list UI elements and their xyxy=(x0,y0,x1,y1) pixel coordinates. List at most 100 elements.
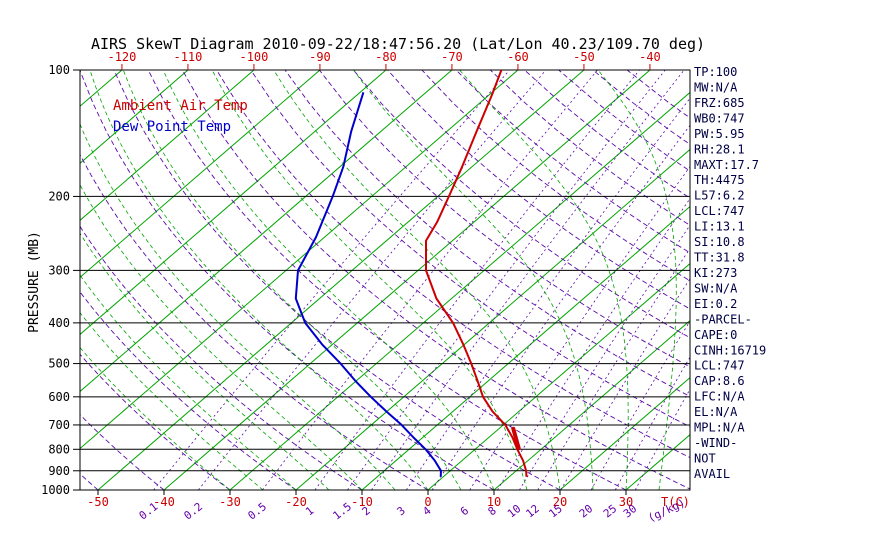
top-temp-label: -40 xyxy=(639,50,661,64)
isotherm-line xyxy=(625,434,690,490)
mixing-ratio-label: 12 xyxy=(523,502,541,520)
moist-adiabat-line xyxy=(80,312,264,490)
dry-adiabat-line xyxy=(284,70,690,397)
mixing-ratio-line xyxy=(590,320,690,490)
mixing-ratio-line xyxy=(560,278,690,490)
bottom-temp-label: -50 xyxy=(87,495,109,509)
dry-adiabat-line xyxy=(387,70,690,310)
mixing-ratio-line xyxy=(371,70,685,490)
mixing-ratio-line xyxy=(469,166,690,490)
stats-line: MAXT:17.7 xyxy=(694,158,759,172)
mixing-ratio-label: 30 xyxy=(621,502,639,520)
mixing-ratio-line xyxy=(519,224,690,490)
mixing-ratio-label: 20 xyxy=(577,502,595,520)
dry-adiabat-line xyxy=(80,353,231,490)
mixing-ratio-label: 25 xyxy=(601,502,619,520)
stats-line: TP:100 xyxy=(694,65,737,79)
mixing-ratio-line xyxy=(431,124,690,490)
isotherm-line xyxy=(80,70,321,279)
stats-line: L57:6.2 xyxy=(694,189,745,203)
top-temp-label: -110 xyxy=(173,50,202,64)
bottom-temp-label: -20 xyxy=(285,495,307,509)
stats-line: LCL:747 xyxy=(694,359,745,373)
dry-adiabat-line xyxy=(80,291,297,490)
isotherm-line xyxy=(229,91,690,490)
mixing-ratio-label: 0.5 xyxy=(245,500,269,522)
mixing-ratio-label: 10 xyxy=(505,502,523,520)
dewpoint-curve xyxy=(294,92,442,477)
pressure-tick-label: 400 xyxy=(48,316,70,330)
stats-line: LFC:N/A xyxy=(694,390,745,404)
dry-adiabat-line xyxy=(489,70,690,226)
mixing-ratio-label: 15 xyxy=(546,502,564,520)
pressure-tick-label: 300 xyxy=(48,263,70,277)
bottom-temp-label: 0 xyxy=(424,495,431,509)
stats-line: SW:N/A xyxy=(694,281,738,295)
dry-adiabat-line xyxy=(80,153,429,490)
temp-curve xyxy=(425,70,528,477)
bottom-temp-label: -10 xyxy=(351,495,373,509)
isotherm-line xyxy=(80,70,387,336)
moist-adiabat-line xyxy=(80,232,330,490)
stats-line: KI:273 xyxy=(694,266,737,280)
mixing-ratio-label: 3 xyxy=(395,504,408,518)
sounding-curves xyxy=(294,70,528,477)
dry-adiabat-line xyxy=(113,70,561,490)
dry-adiabat-line xyxy=(80,70,495,490)
mixing-ratio-label: 1 xyxy=(303,504,316,518)
isotherm-line xyxy=(427,262,690,490)
pressure-tick-label: 1000 xyxy=(41,483,70,497)
top-temp-label: -80 xyxy=(375,50,397,64)
stats-line: CINH:16719 xyxy=(694,343,766,357)
pressure-tick-label: 800 xyxy=(48,442,70,456)
isotherm-line xyxy=(80,70,519,450)
top-temp-label: -90 xyxy=(309,50,331,64)
moist-adiabat-line xyxy=(80,183,363,490)
plot-frame xyxy=(73,69,691,491)
dry-adiabat-line xyxy=(147,70,627,490)
mixing-ratio-line xyxy=(198,70,547,490)
temp-unit-label: T(C) xyxy=(661,495,690,509)
stats-line: MW:N/A xyxy=(694,81,738,95)
top-temp-label: -60 xyxy=(507,50,529,64)
stats-line: EL:N/A xyxy=(694,405,738,419)
dry-adiabat-line xyxy=(318,70,690,368)
moist-adiabat-line xyxy=(273,70,561,490)
moist-adiabat-line xyxy=(80,123,396,490)
bottom-temp-label: 30 xyxy=(619,495,633,509)
stats-line: AVAIL xyxy=(694,467,730,481)
parcel-marker xyxy=(511,426,521,451)
moist-adiabat-line xyxy=(353,70,594,490)
stats-line: WB0:747 xyxy=(694,111,745,125)
plot-border xyxy=(79,69,691,491)
stats-line: TT:31.8 xyxy=(694,251,745,265)
dry-adiabat-line xyxy=(80,225,363,490)
stats-line: SI:10.8 xyxy=(694,235,745,249)
pressure-tick-label: 500 xyxy=(48,357,70,371)
stats-line: -PARCEL- xyxy=(694,312,752,326)
dry-adiabat-line xyxy=(353,70,690,339)
top-temp-label: -70 xyxy=(441,50,463,64)
stats-line: FRZ:685 xyxy=(694,96,745,110)
stats-line: MPL:N/A xyxy=(694,421,745,435)
bottom-temp-label: -40 xyxy=(153,495,175,509)
moist-adiabat-line xyxy=(459,70,629,490)
mixing-ratio-line xyxy=(347,70,666,490)
legend-dew-point-temp: Dew Point Temp xyxy=(113,119,231,135)
dry-adiabat-line xyxy=(455,70,690,254)
isotherm-line xyxy=(80,70,189,164)
pressure-tick-label: 100 xyxy=(48,63,70,77)
stats-line: NOT xyxy=(694,452,716,466)
bottom-temp-label: 10 xyxy=(487,495,501,509)
top-temp-label: -120 xyxy=(107,50,136,64)
mixing-ratio-line xyxy=(262,70,598,490)
stats-line: -WIND- xyxy=(694,436,737,450)
stats-line: PW:5.95 xyxy=(694,127,745,141)
isotherm-line xyxy=(361,205,690,490)
pressure-tick-label: 900 xyxy=(48,464,70,478)
legend-ambient-air-temp: Ambient Air Temp xyxy=(113,98,248,114)
dry-adiabat-line xyxy=(421,70,690,282)
mixing-ratio-line xyxy=(153,70,510,490)
